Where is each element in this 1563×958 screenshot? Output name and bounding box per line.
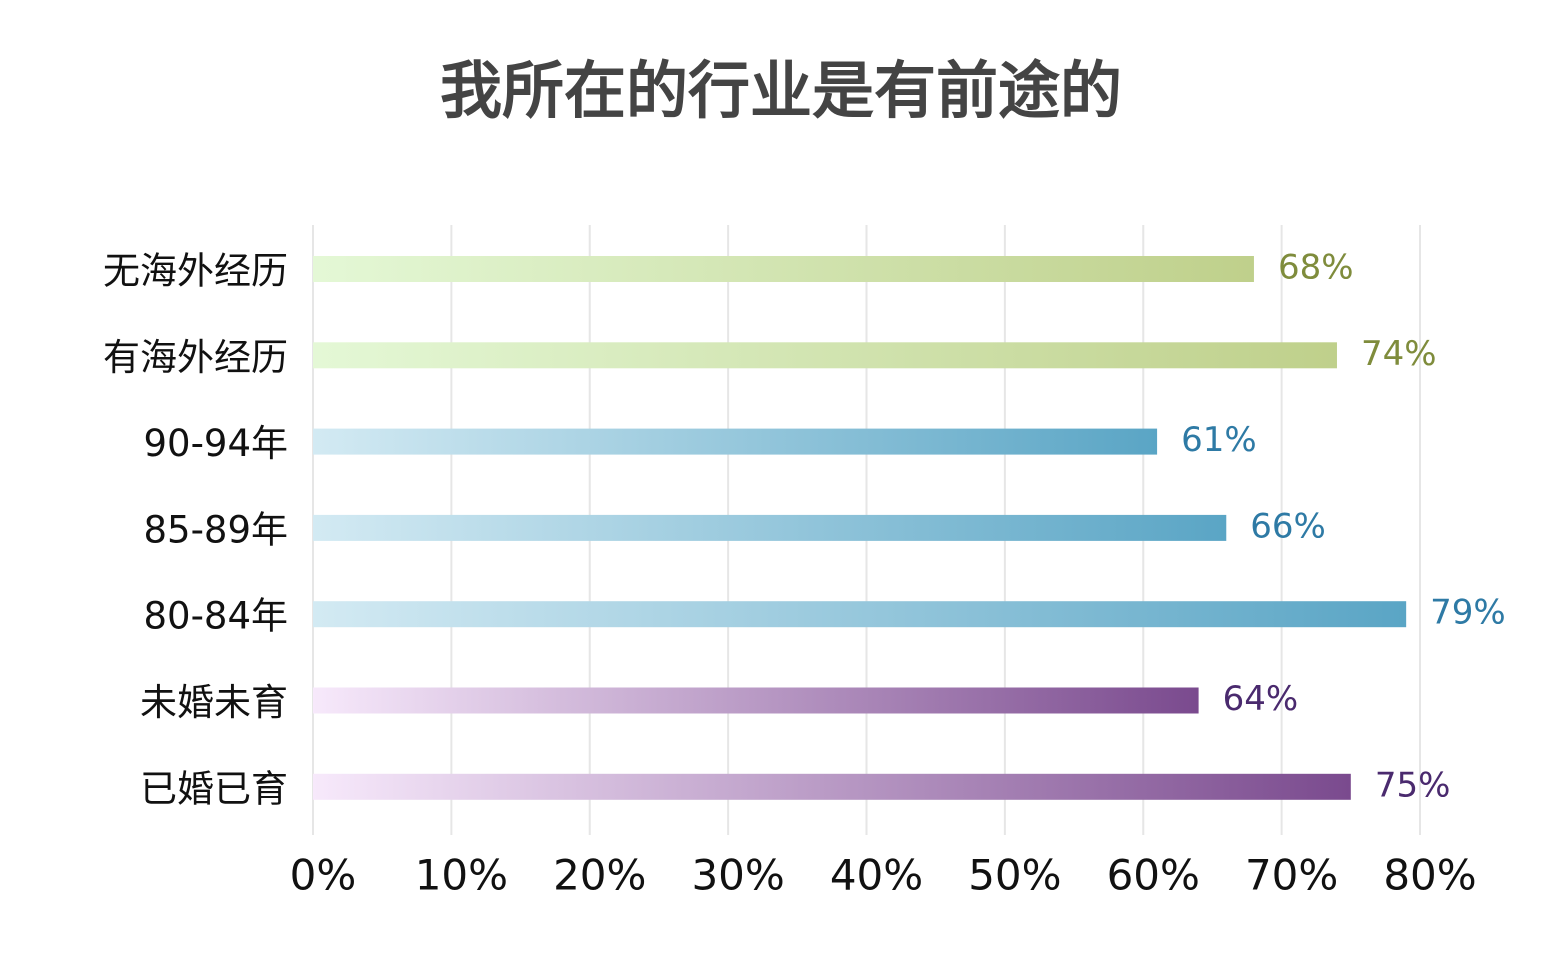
- x-tick-label: 50%: [968, 851, 1061, 900]
- y-tick-label: 未婚未育: [140, 681, 288, 724]
- y-tick-label: 90-94年: [143, 422, 288, 465]
- value-label: 61%: [1181, 420, 1257, 460]
- value-label: 74%: [1361, 334, 1437, 374]
- bar: [313, 773, 1351, 800]
- y-tick-label: 已婚已育: [140, 767, 288, 810]
- y-tick-label: 80-84年: [143, 595, 288, 638]
- value-label: 64%: [1223, 679, 1299, 719]
- bar: [313, 687, 1199, 714]
- bar: [313, 342, 1337, 369]
- value-label: 68%: [1278, 248, 1354, 288]
- bar: [313, 601, 1407, 628]
- chart-title: 我所在的行业是有前途的: [440, 54, 1122, 127]
- bar: [313, 514, 1227, 541]
- x-tick-label: 40%: [830, 851, 923, 900]
- x-tick-label: 10%: [415, 851, 508, 900]
- value-label: 75%: [1375, 765, 1451, 805]
- x-tick-label: 20%: [553, 851, 646, 900]
- bar: [313, 256, 1254, 282]
- x-tick-label: 30%: [691, 851, 784, 900]
- x-tick-label: 0%: [290, 851, 357, 900]
- value-label: 79%: [1430, 593, 1506, 633]
- y-tick-label: 有海外经历: [103, 336, 288, 379]
- x-tick-label: 70%: [1245, 851, 1338, 900]
- bar: [313, 428, 1158, 455]
- y-tick-label: 无海外经历: [103, 250, 288, 293]
- x-tick-label: 80%: [1383, 851, 1476, 900]
- value-label: 66%: [1250, 506, 1326, 546]
- y-tick-label: 85-89年: [143, 508, 288, 551]
- x-tick-label: 60%: [1107, 851, 1200, 900]
